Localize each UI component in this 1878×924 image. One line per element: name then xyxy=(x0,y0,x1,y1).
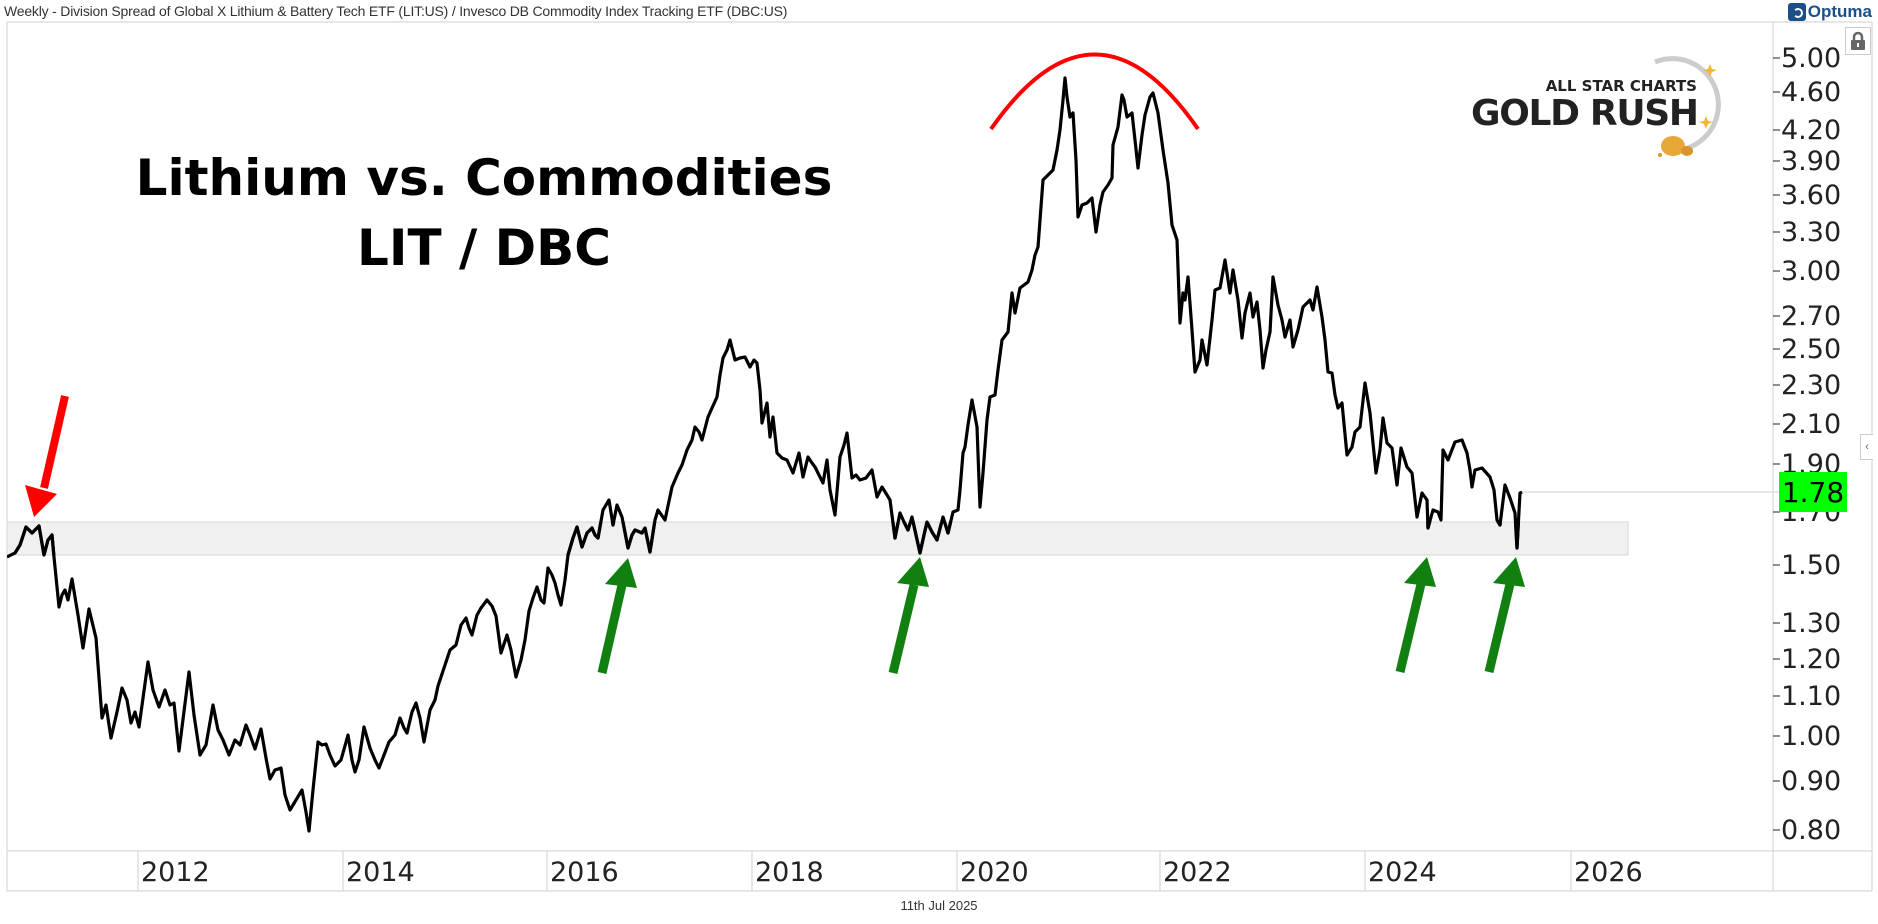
price-line xyxy=(7,76,1524,833)
y-tick-label: 1.00 xyxy=(1781,721,1841,752)
optuma-logo-icon xyxy=(1787,3,1806,21)
sparkle-icon xyxy=(1699,116,1713,129)
green-arrow-icon-2019 xyxy=(888,557,929,675)
red-arrow-icon xyxy=(25,395,69,517)
y-tick-label: 2.10 xyxy=(1781,409,1841,440)
y-tick-label: 3.90 xyxy=(1781,146,1841,177)
chart-header-title: Weekly - Division Spread of Global X Lit… xyxy=(4,3,788,19)
gold-crumb-icon xyxy=(1658,153,1662,157)
y-tick-label: 3.00 xyxy=(1781,256,1841,287)
topping-arc xyxy=(989,52,1200,131)
y-tick-label: 4.60 xyxy=(1781,77,1841,108)
y-axis[interactable]: 5.00 4.60 4.20 3.90 3.60 3.30 3.00 2.70 … xyxy=(1773,43,1841,846)
x-tick-label: 2016 xyxy=(550,857,619,888)
y-tick-label: 0.80 xyxy=(1781,815,1841,846)
last-value-text: 1.78 xyxy=(1782,476,1844,509)
y-tick-label: 3.30 xyxy=(1781,217,1841,248)
optuma-brand: Optuma xyxy=(1787,2,1872,22)
y-tick-label: 2.50 xyxy=(1781,334,1841,365)
x-tick-label: 2020 xyxy=(960,857,1029,888)
y-tick-label: 1.30 xyxy=(1781,608,1841,639)
x-tick-label: 2018 xyxy=(755,857,824,888)
y-tick-label: 1.10 xyxy=(1781,681,1841,712)
chart-date-footer: 11th Jul 2025 xyxy=(900,898,978,913)
y-tick-label: 1.20 xyxy=(1781,644,1841,675)
gold-nugget-small-icon xyxy=(1681,146,1693,156)
x-tick-label: 2026 xyxy=(1574,857,1643,888)
chevron-left-icon: ‹ xyxy=(1865,441,1869,453)
x-axis[interactable]: 2012 2014 2016 2018 2020 2022 2024 2026 xyxy=(137,851,1643,891)
green-arrow-icon-2025 xyxy=(1484,557,1525,674)
last-value-badge: 1.78 xyxy=(1522,472,1847,512)
logo-top-text: ALL STAR CHARTS xyxy=(1546,77,1697,95)
x-tick-label: 2014 xyxy=(346,857,415,888)
collapse-panel-button[interactable]: ‹ xyxy=(1860,434,1873,460)
y-tick-label: 0.90 xyxy=(1781,766,1841,797)
support-band xyxy=(6,521,1629,556)
x-tick-label: 2022 xyxy=(1163,857,1232,888)
green-arrow-icon-2016 xyxy=(597,558,637,674)
annotation-title-line1: Lithium vs. Commodities xyxy=(136,149,833,207)
x-tick-label: 2012 xyxy=(141,857,210,888)
logo-main-text: GOLD RUSH xyxy=(1471,93,1699,134)
y-tick-label: 2.70 xyxy=(1781,301,1841,332)
y-tick-label: 2.30 xyxy=(1781,370,1841,401)
y-tick-label: 3.60 xyxy=(1781,180,1841,211)
plot-frame xyxy=(6,21,1873,892)
sparkle-icon xyxy=(1703,64,1717,77)
lock-icon xyxy=(1851,31,1865,50)
y-tick-label: 4.20 xyxy=(1781,115,1841,146)
annotation-title-line2: LIT / DBC xyxy=(357,219,611,277)
gold-rush-logo: ALL STAR CHARTS GOLD RUSH xyxy=(1471,56,1721,157)
y-tick-label: 1.50 xyxy=(1781,550,1841,581)
gold-nugget-icon xyxy=(1661,136,1685,156)
x-tick-label: 2024 xyxy=(1368,857,1437,888)
y-tick-label: 5.00 xyxy=(1781,43,1841,74)
optuma-brand-label: Optuma xyxy=(1807,2,1872,21)
green-arrow-icon-2024a xyxy=(1395,557,1436,674)
scale-lock-button[interactable] xyxy=(1845,27,1871,55)
